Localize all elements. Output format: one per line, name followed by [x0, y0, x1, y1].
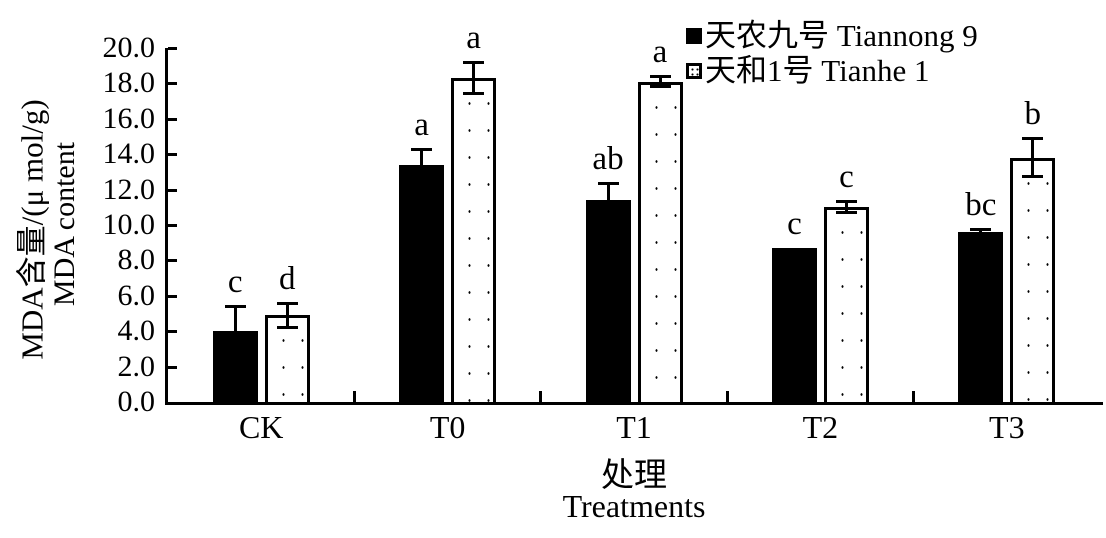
- x-category-label: T1: [616, 409, 652, 445]
- error-bar-cap-top: [835, 200, 857, 204]
- x-category-label: T2: [802, 409, 839, 445]
- y-tick-label: 8.0: [117, 243, 156, 277]
- filled-square-icon: [686, 27, 702, 44]
- significance-letter: a: [466, 20, 481, 57]
- x-tick-mark: [725, 391, 729, 402]
- y-axis-title-en: MDA content: [48, 141, 81, 307]
- error-bar-line: [658, 76, 662, 87]
- error-bar-line: [979, 228, 983, 236]
- legend-item-tianhe1: 天和1号 Tianhe 1: [686, 53, 978, 88]
- legend: 天农九号 Tiannong 9 天和1号 Tianhe 1: [686, 18, 978, 88]
- error-bar-cap-bottom: [411, 178, 433, 182]
- x-tick-mark: [912, 391, 916, 402]
- y-tick-mark: [168, 82, 177, 86]
- significance-letter: ab: [592, 140, 624, 177]
- significance-letter: b: [1024, 96, 1042, 133]
- y-tick-label: 18.0: [102, 66, 156, 100]
- error-bar-line: [233, 306, 237, 356]
- y-tick-label: 2.0: [117, 349, 156, 383]
- error-bar-line: [420, 148, 424, 181]
- x-category-label: CK: [238, 409, 284, 445]
- y-tick-label: 14.0: [102, 137, 156, 171]
- x-category-label: T3: [989, 409, 1025, 445]
- significance-letter: d: [278, 260, 296, 297]
- error-bar-cap-top: [224, 305, 246, 309]
- error-bar-line: [472, 62, 476, 95]
- significance-letter: a: [652, 34, 668, 71]
- error-bar-line: [844, 201, 848, 214]
- error-bar-line: [1031, 138, 1035, 178]
- y-tick-mark: [168, 47, 177, 50]
- bar-tiannong9-t3: [958, 232, 1004, 405]
- y-tick-label: 6.0: [117, 278, 156, 312]
- y-tick-label: 10.0: [102, 208, 156, 241]
- x-axis-line: [165, 402, 1103, 405]
- y-tick-mark: [168, 117, 177, 121]
- x-tick-mark: [352, 391, 356, 402]
- y-tick-label: 20.0: [102, 31, 156, 64]
- bar-tiannong9-t2: [771, 248, 817, 405]
- significance-letter: bc: [965, 186, 997, 223]
- x-tick-mark: [539, 391, 543, 402]
- error-bar-cap-top: [463, 61, 485, 65]
- error-bar-cap-top: [597, 181, 619, 185]
- error-bar-cap-top: [1022, 137, 1044, 141]
- dotted-square-icon: [686, 62, 702, 79]
- error-bar-cap-top: [649, 75, 671, 79]
- y-tick-label: 0.0: [117, 385, 156, 418]
- y-axis-line: [165, 48, 168, 405]
- significance-letter: c: [839, 159, 854, 196]
- legend-item-tiannong9: 天农九号 Tiannong 9: [686, 18, 978, 53]
- error-bar-line: [606, 182, 610, 218]
- y-tick-label: 12.0: [102, 172, 156, 206]
- error-bar-cap-bottom: [276, 325, 298, 329]
- y-tick-label: 4.0: [117, 314, 156, 348]
- y-tick-mark: [168, 224, 177, 227]
- x-category-label: T0: [429, 409, 466, 445]
- error-bar-cap-bottom: [835, 211, 857, 215]
- y-tick-mark: [168, 330, 177, 334]
- x-axis-title-zh: 处理: [601, 458, 667, 494]
- bar-tianhe1-ck: [264, 315, 310, 405]
- y-tick-mark: [168, 259, 177, 263]
- legend-label: 天农九号 Tiannong 9: [705, 17, 978, 53]
- bar-tianhe1-t0: [451, 78, 497, 405]
- error-bar-cap-bottom: [597, 215, 619, 219]
- y-tick-label: 16.0: [102, 101, 156, 135]
- error-bar-cap-bottom: [1022, 175, 1044, 179]
- error-bar-cap-bottom: [224, 353, 246, 357]
- error-bar-cap-top: [970, 227, 992, 231]
- error-bar-line: [285, 302, 289, 328]
- error-bar-cap-bottom: [970, 233, 992, 237]
- bar-tianhe1-t1: [637, 81, 683, 405]
- y-axis-title-zh: MDA含量/(μ mol/g): [14, 99, 50, 360]
- error-bar-cap-bottom: [463, 92, 485, 96]
- significance-letter: c: [227, 264, 243, 301]
- bar-tiannong9-t1: [585, 200, 631, 405]
- error-bar-cap-top: [411, 147, 433, 151]
- y-tick-mark: [168, 365, 177, 369]
- error-bar-cap-bottom: [649, 84, 671, 88]
- y-tick-mark: [168, 188, 177, 192]
- error-bar-cap-top: [276, 301, 298, 305]
- bar-tiannong9-t0: [399, 164, 445, 405]
- y-tick-mark: [168, 294, 177, 298]
- significance-letter: a: [414, 106, 429, 143]
- legend-label: 天和1号 Tianhe 1: [705, 52, 930, 88]
- y-tick-mark: [168, 153, 177, 157]
- significance-letter: c: [787, 206, 802, 242]
- x-axis-title-en: Treatments: [562, 488, 706, 524]
